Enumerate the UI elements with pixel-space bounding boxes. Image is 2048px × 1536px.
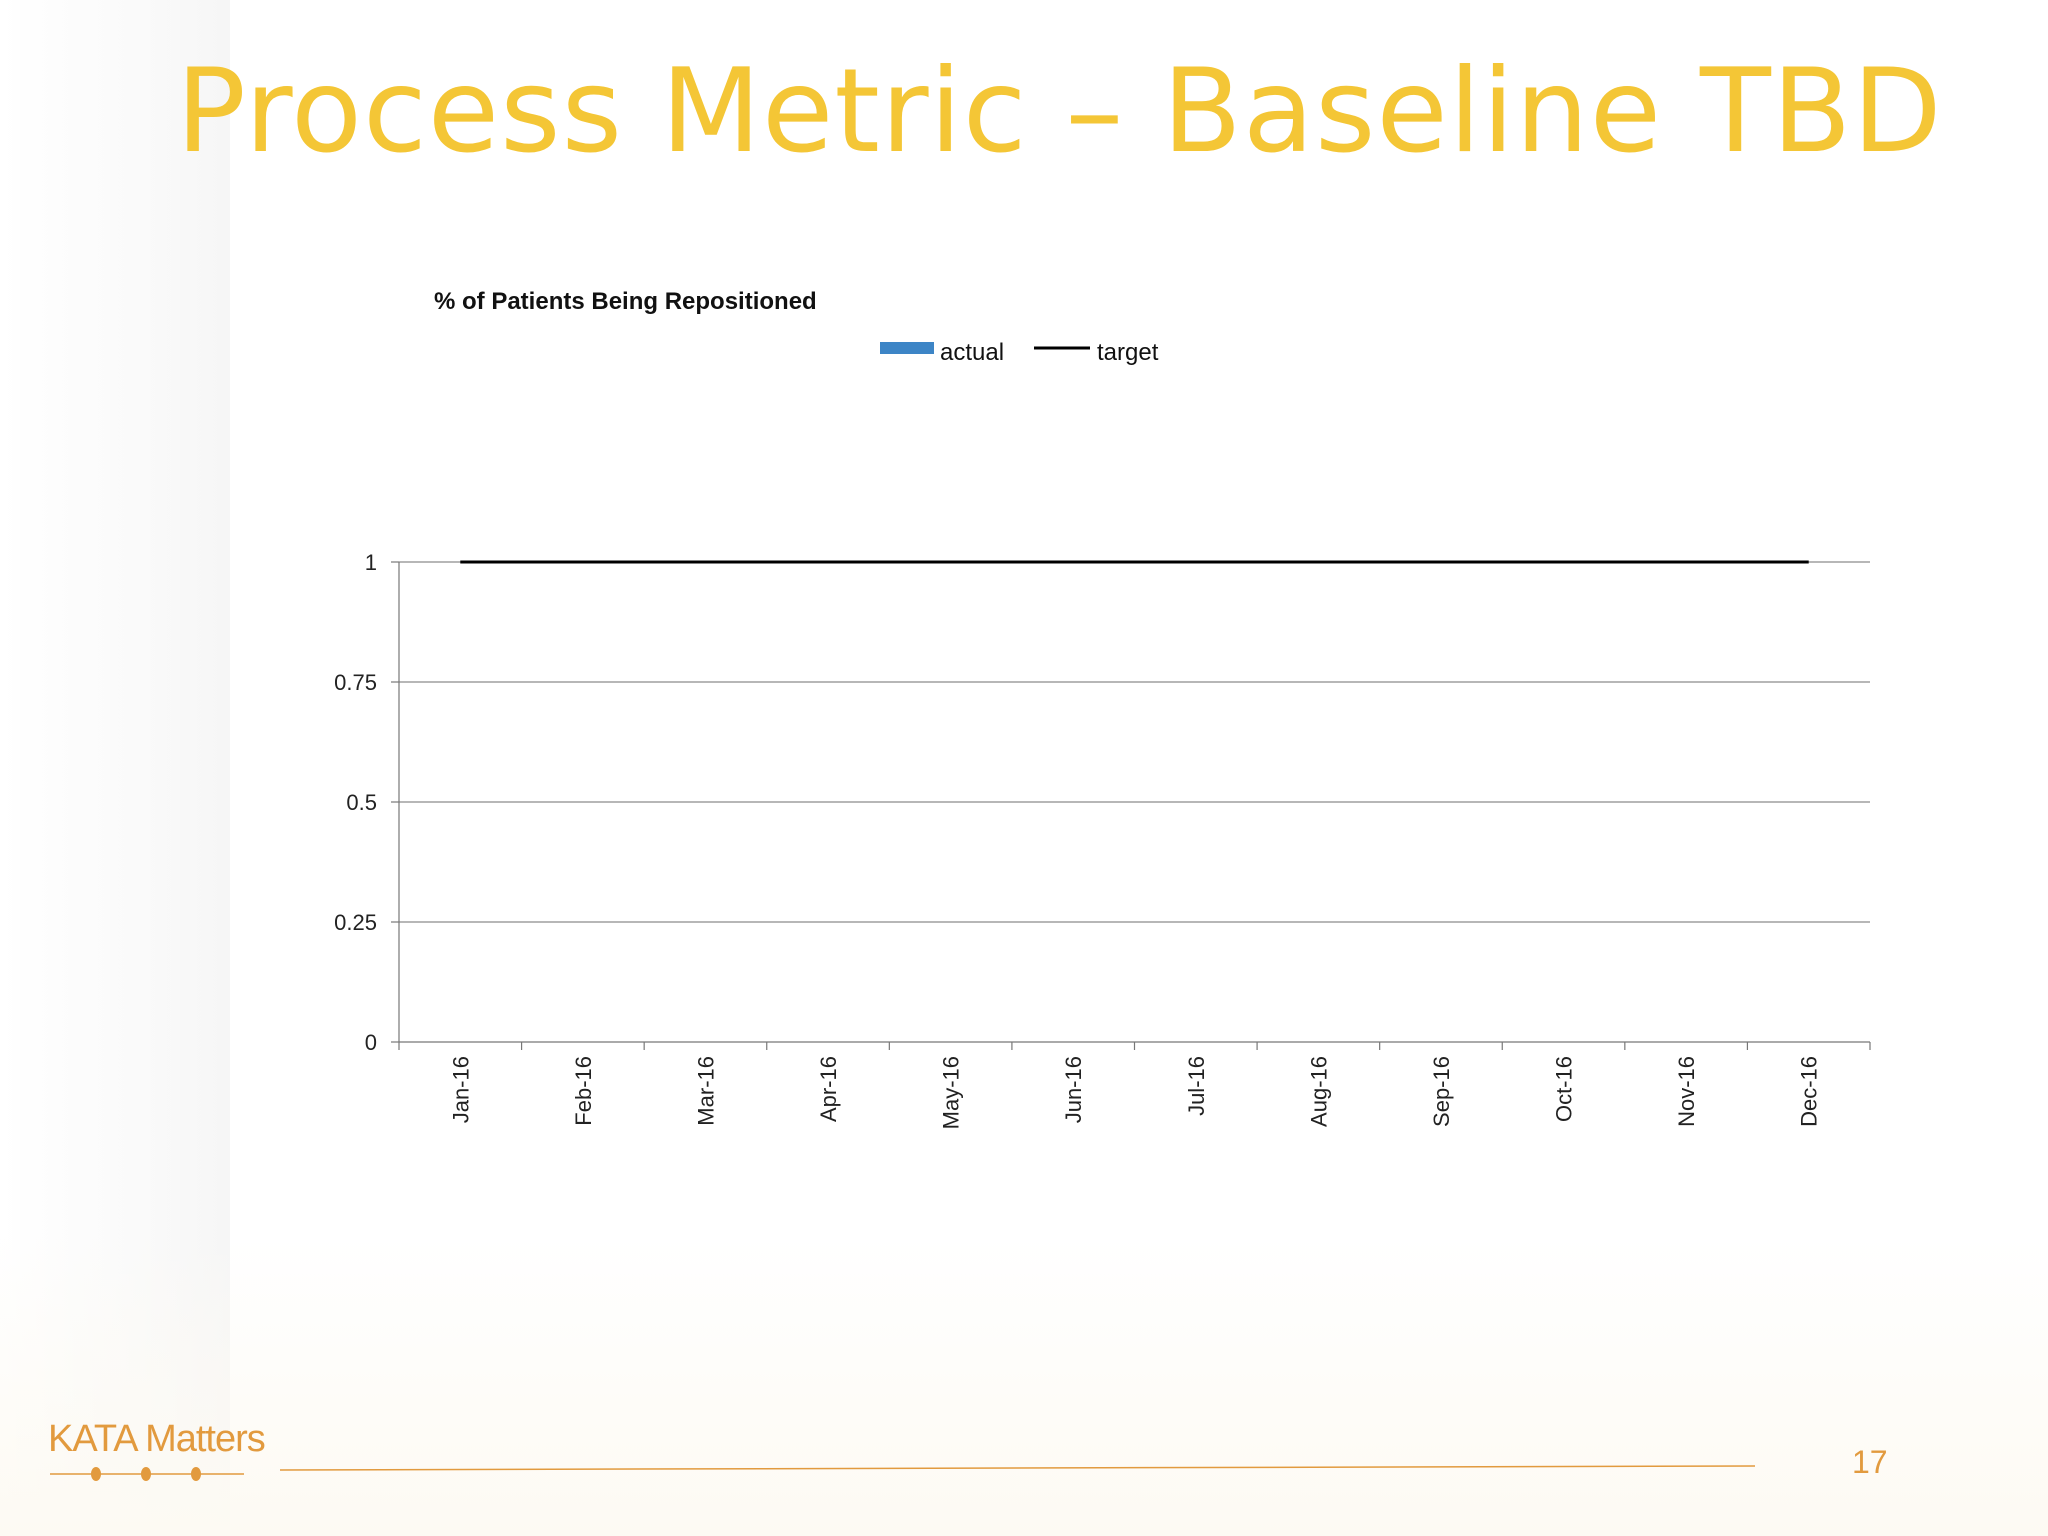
x-tick-label: Nov-16 [1674, 1056, 1699, 1127]
y-axis-ticks: 0 0.25 0.5 0.75 1 [334, 550, 377, 1055]
x-tick-label: Apr-16 [816, 1056, 841, 1122]
chart-legend: actual target [880, 339, 1159, 366]
kata-matters-logo: KATA Matters [48, 1418, 266, 1460]
y-tick-label: 1 [365, 550, 377, 575]
x-tick-label: Feb-16 [571, 1056, 596, 1126]
x-axis-ticks: Jan-16 Feb-16 Mar-16 Apr-16 May-16 Jun-16 Jul-… [398, 1042, 1871, 1129]
y-tick-label: 0 [365, 1030, 377, 1055]
footer-rule [280, 1465, 1756, 1471]
x-tick-label: Dec-16 [1797, 1056, 1822, 1127]
legend-label-target: target [1097, 339, 1159, 366]
x-tick-label: Aug-16 [1306, 1056, 1331, 1127]
x-tick-label: Sep-16 [1429, 1056, 1454, 1127]
page-number: 17 [1852, 1444, 1888, 1480]
slide-title: Process Metric – Baseline TBD [176, 44, 1943, 179]
chart-title: % of Patients Being Repositioned [434, 288, 817, 315]
legend-label-actual: actual [940, 339, 1004, 366]
x-tick-label: Jan-16 [448, 1056, 473, 1123]
x-tick-label: May-16 [939, 1056, 964, 1129]
logo-dots-icon [50, 1467, 244, 1481]
x-tick-label: Jul-16 [1184, 1056, 1209, 1116]
y-tick-label: 0.75 [334, 670, 377, 695]
x-tick-label: Jun-16 [1061, 1056, 1086, 1123]
x-tick-label: Oct-16 [1552, 1056, 1577, 1122]
y-tick-label: 0.25 [334, 910, 377, 935]
chart: % of Patients Being Repositioned actual t… [334, 288, 1871, 1129]
x-tick-label: Mar-16 [693, 1056, 718, 1126]
bottom-shade [0, 1236, 2048, 1536]
chart-gridlines [391, 561, 1870, 1043]
legend-swatch-actual [880, 342, 934, 354]
y-tick-label: 0.5 [346, 790, 377, 815]
